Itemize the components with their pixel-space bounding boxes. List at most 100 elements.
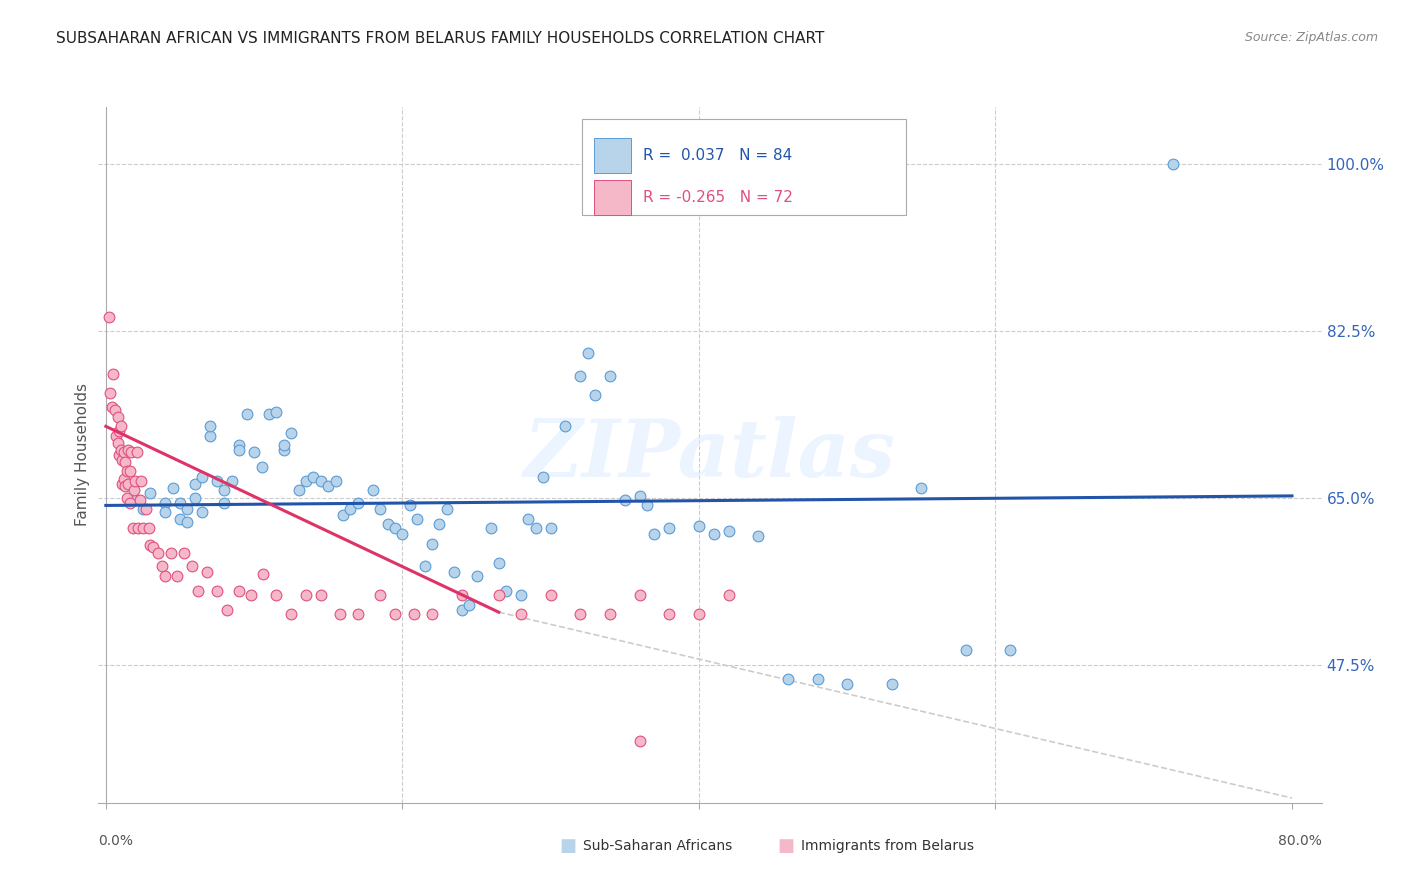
Point — [118, 495, 141, 509]
Point — [198, 429, 221, 443]
Point — [135, 502, 157, 516]
Point — [599, 607, 621, 621]
Text: ■: ■ — [778, 837, 794, 855]
Point — [162, 481, 184, 495]
Point — [658, 521, 681, 535]
Point — [540, 521, 562, 535]
Point — [198, 419, 221, 434]
Point — [325, 474, 347, 488]
Point — [217, 603, 239, 617]
Point — [110, 443, 132, 458]
Point — [443, 565, 465, 579]
Point — [384, 521, 406, 535]
Point — [252, 567, 274, 582]
Point — [479, 521, 502, 535]
Point — [576, 346, 599, 360]
Point — [554, 419, 576, 434]
Point — [280, 607, 302, 621]
FancyBboxPatch shape — [582, 119, 905, 215]
Point — [347, 495, 370, 509]
Point — [107, 409, 129, 424]
Point — [98, 386, 121, 401]
Point — [524, 521, 547, 535]
Point — [309, 588, 332, 602]
Point — [120, 445, 142, 459]
Point — [450, 588, 472, 602]
Point — [114, 479, 136, 493]
Text: ZIPatlas: ZIPatlas — [524, 417, 896, 493]
Point — [191, 470, 214, 484]
Point — [184, 491, 207, 505]
Point — [180, 559, 202, 574]
Point — [1000, 643, 1022, 657]
Point — [115, 464, 138, 478]
Point — [97, 310, 120, 324]
Text: SUBSAHARAN AFRICAN VS IMMIGRANTS FROM BELARUS FAMILY HOUSEHOLDS CORRELATION CHAR: SUBSAHARAN AFRICAN VS IMMIGRANTS FROM BE… — [56, 31, 824, 46]
Point — [910, 481, 932, 495]
Point — [688, 607, 710, 621]
Y-axis label: Family Households: Family Households — [75, 384, 90, 526]
Text: ■: ■ — [560, 837, 576, 855]
Point — [458, 598, 481, 612]
Point — [488, 588, 510, 602]
Point — [747, 529, 769, 543]
Point — [214, 495, 236, 509]
Point — [169, 495, 191, 509]
Point — [287, 483, 309, 498]
Point — [295, 588, 318, 602]
Point — [599, 368, 621, 383]
Point — [139, 539, 162, 553]
Point — [191, 505, 214, 519]
Point — [104, 403, 127, 417]
Point — [257, 407, 280, 421]
Point — [132, 502, 155, 516]
Point — [583, 388, 606, 402]
Point — [132, 521, 155, 535]
Point — [636, 499, 658, 513]
Point — [273, 438, 295, 452]
Point — [628, 588, 651, 602]
Point — [160, 546, 183, 560]
Point — [398, 499, 420, 513]
Point — [450, 603, 472, 617]
Point — [108, 424, 131, 438]
Point — [510, 607, 533, 621]
Point — [628, 734, 651, 748]
Point — [146, 546, 169, 560]
Point — [117, 443, 139, 458]
Point — [110, 419, 132, 434]
Point — [150, 559, 173, 574]
Point — [717, 588, 740, 602]
Text: R = -0.265   N = 72: R = -0.265 N = 72 — [643, 190, 793, 205]
Point — [153, 569, 176, 583]
Point — [142, 541, 165, 555]
Point — [250, 460, 273, 475]
Point — [465, 569, 488, 583]
Point — [429, 517, 451, 532]
Point — [628, 489, 651, 503]
Point — [420, 536, 443, 550]
Point — [107, 435, 129, 450]
Point — [103, 367, 125, 381]
Point — [384, 607, 406, 621]
Point — [776, 672, 799, 686]
Point — [129, 492, 152, 507]
Point — [420, 607, 443, 621]
Point — [569, 607, 592, 621]
Point — [806, 672, 828, 686]
Point — [488, 556, 510, 570]
Point — [658, 607, 681, 621]
Point — [266, 588, 288, 602]
Point — [273, 443, 295, 458]
Point — [108, 448, 131, 462]
Point — [368, 588, 391, 602]
Point — [295, 474, 318, 488]
Point — [540, 588, 562, 602]
Point — [112, 472, 135, 486]
Point — [176, 502, 198, 516]
Point — [240, 588, 263, 602]
Point — [1163, 157, 1185, 171]
Point — [377, 517, 399, 532]
Point — [302, 470, 325, 484]
Text: R =  0.037   N = 84: R = 0.037 N = 84 — [643, 148, 792, 163]
